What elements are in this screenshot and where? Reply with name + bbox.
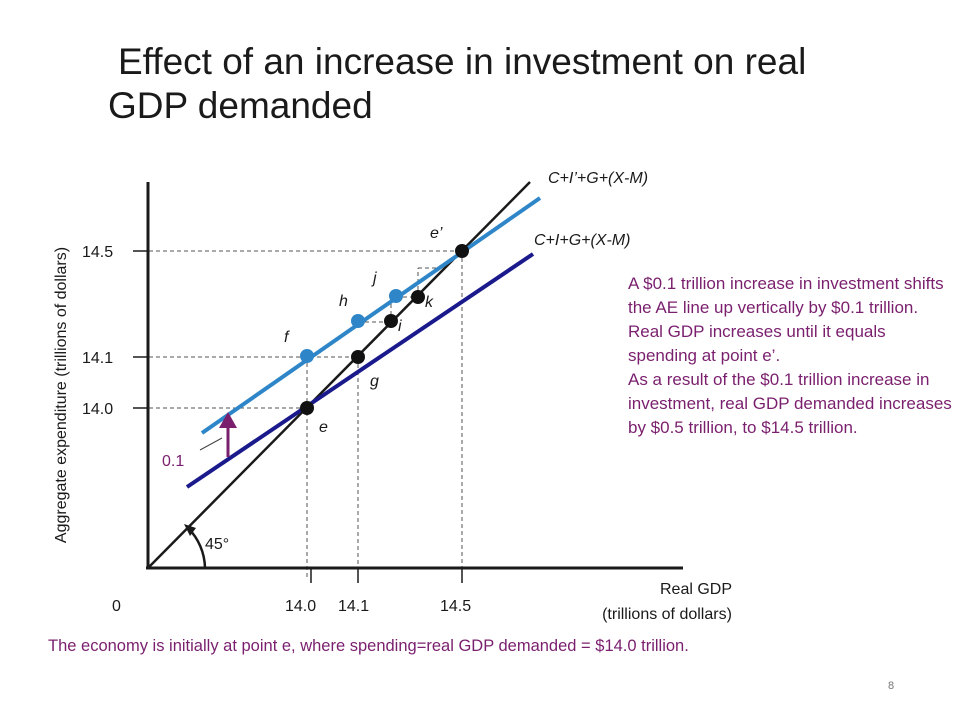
angle-arrowhead bbox=[184, 524, 196, 536]
old-ae-line bbox=[185, 252, 535, 489]
label-j: j bbox=[371, 270, 377, 287]
point-j bbox=[389, 289, 403, 303]
title-line-2: GDP demanded bbox=[108, 85, 373, 126]
point-i bbox=[384, 314, 398, 328]
note-line-2: Real GDP increases until it equals spend… bbox=[628, 322, 886, 365]
angle-label: 45° bbox=[205, 536, 229, 553]
tick-marks bbox=[133, 250, 463, 583]
old-ae-label: C+I+G+(X-M) bbox=[534, 232, 630, 249]
shift-amount-label: 0.1 bbox=[162, 453, 184, 470]
shift-leader-line bbox=[199, 437, 223, 451]
page-number: 8 bbox=[888, 680, 895, 692]
label-g: g bbox=[370, 373, 379, 390]
y-axis-label: Aggregate expenditure (trillions of doll… bbox=[53, 247, 70, 543]
y-tick-14-5: 14.5 bbox=[82, 244, 113, 261]
label-f: f bbox=[284, 329, 290, 346]
note-line-1: A $0.1 trillion increase in investment s… bbox=[628, 274, 944, 317]
point-h bbox=[351, 314, 365, 328]
point-k bbox=[411, 290, 425, 304]
x-tick-14-5: 14.5 bbox=[440, 598, 471, 615]
point-e bbox=[300, 401, 314, 415]
x-tick-14-1: 14.1 bbox=[338, 598, 369, 615]
slide-title: Effect of an increase in investment on r… bbox=[108, 40, 908, 128]
y-tick-14-1: 14.1 bbox=[82, 350, 113, 367]
x-tick-14-0: 14.0 bbox=[285, 598, 316, 615]
45-degree-line bbox=[147, 181, 531, 569]
label-i: i bbox=[398, 318, 402, 335]
new-ae-label: C+I’+G+(X-M) bbox=[548, 170, 648, 187]
point-g bbox=[351, 350, 365, 364]
explanation-note: A $0.1 trillion increase in investment s… bbox=[628, 272, 958, 440]
label-h: h bbox=[339, 293, 348, 310]
note-line-3: As a result of the $0.1 trillion increas… bbox=[628, 370, 952, 437]
origin-label: 0 bbox=[112, 598, 121, 615]
footer-caption: The economy is initially at point e, whe… bbox=[48, 637, 689, 655]
x-axis-label-line2: (trillions of dollars) bbox=[602, 606, 732, 623]
shift-arrowhead bbox=[219, 412, 237, 428]
label-k: k bbox=[425, 294, 434, 311]
y-tick-14-0: 14.0 bbox=[82, 401, 113, 418]
point-e-prime bbox=[455, 244, 469, 258]
label-e: e bbox=[319, 419, 328, 436]
point-f bbox=[300, 349, 314, 363]
title-line-1: Effect of an increase in investment on r… bbox=[118, 41, 807, 82]
label-e-prime: e’ bbox=[430, 225, 443, 242]
x-axis-label-line1: Real GDP bbox=[660, 581, 732, 598]
new-ae-line bbox=[200, 196, 542, 435]
